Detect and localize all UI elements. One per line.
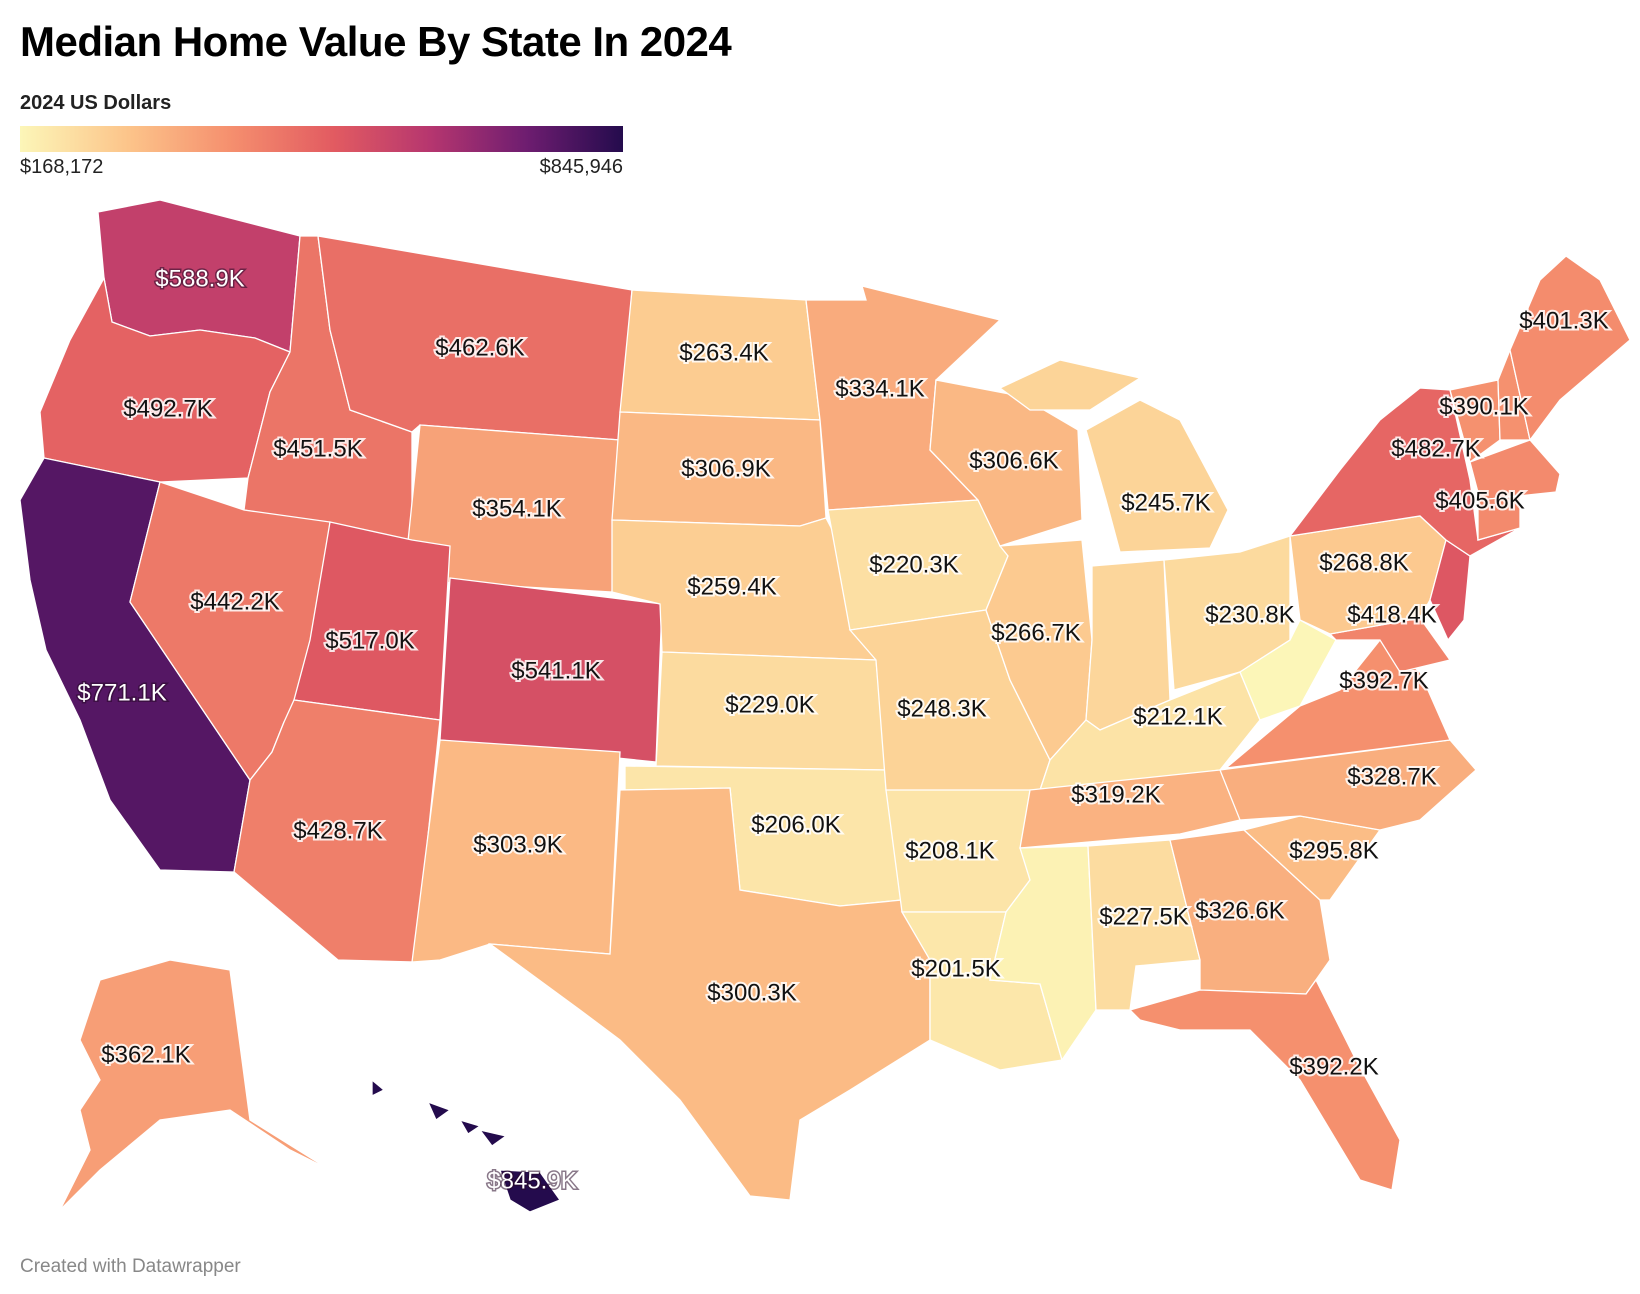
- state-value-label-nd: $263.4K: [679, 339, 768, 366]
- state-value-label-md: $418.4K: [1347, 601, 1436, 628]
- state-value-label-ia: $220.3K: [869, 551, 958, 578]
- state-value-label-ks: $229.0K: [725, 691, 814, 718]
- state-value-label-ok: $206.0K: [751, 811, 840, 838]
- state-value-label-me: $401.3K: [1519, 307, 1608, 334]
- legend-color-scale: [20, 126, 623, 152]
- state-ak[interactable]: [59, 959, 331, 1211]
- state-value-label-oh: $230.8K: [1205, 601, 1294, 628]
- legend-title: 2024 US Dollars: [20, 92, 172, 114]
- state-ma[interactable]: [1469, 439, 1561, 501]
- state-az[interactable]: [233, 699, 441, 963]
- state-value-label-ut: $517.0K: [325, 627, 414, 654]
- state-value-label-wa: $588.9K: [155, 265, 244, 292]
- state-value-label-ar: $208.1K: [905, 837, 994, 864]
- state-value-label-hi: $845.9K: [487, 1167, 576, 1194]
- legend-min-label: $168,172: [20, 156, 104, 178]
- state-value-label-vt: $390.1K: [1439, 393, 1528, 420]
- state-value-label-tn: $319.2K: [1071, 781, 1160, 808]
- state-value-label-wi: $306.6K: [969, 447, 1058, 474]
- state-value-label-or: $492.7K: [123, 395, 212, 422]
- state-sc[interactable]: [1242, 815, 1382, 901]
- state-ny[interactable]: [1288, 387, 1521, 557]
- state-value-label-ga: $326.6K: [1195, 897, 1284, 924]
- state-value-label-ca: $771.1K: [77, 679, 166, 706]
- state-value-label-az: $428.7K: [293, 817, 382, 844]
- state-value-label-nm: $303.9K: [473, 831, 562, 858]
- state-value-label-nv: $442.2K: [190, 588, 279, 615]
- state-mi[interactable]: [998, 359, 1229, 553]
- state-value-label-id: $451.5K: [273, 435, 362, 462]
- state-value-label-sd: $306.9K: [681, 455, 770, 482]
- state-value-label-mi: $245.7K: [1121, 489, 1210, 516]
- state-value-label-ky: $212.1K: [1133, 703, 1222, 730]
- state-value-label-al: $227.5K: [1099, 903, 1188, 930]
- state-value-label-nc: $328.7K: [1347, 763, 1436, 790]
- state-nc[interactable]: [1219, 739, 1477, 831]
- labels-layer: $588.9K $492.7K $771.1K $451.5K $442.2K $462.…: [76, 264, 1611, 1196]
- state-value-label-wy: $354.1K: [472, 495, 561, 522]
- state-value-label-tx: $300.3K: [707, 979, 796, 1006]
- state-ct[interactable]: [1477, 495, 1521, 541]
- state-value-label-co: $541.1K: [511, 657, 600, 684]
- state-value-label-va: $392.7K: [1339, 667, 1428, 694]
- page-title: Median Home Value By State In 2024: [20, 18, 732, 65]
- state-value-label-mn: $334.1K: [835, 375, 924, 402]
- state-fl[interactable]: [1128, 978, 1401, 1191]
- state-value-label-sc: $295.8K: [1289, 837, 1378, 864]
- state-me[interactable]: [1509, 255, 1631, 442]
- state-value-label-pa: $268.8K: [1319, 549, 1408, 576]
- state-value-label-mt: $462.6K: [435, 334, 524, 361]
- footer-credit: Created with Datawrapper: [20, 1256, 241, 1277]
- state-value-label-la: $201.5K: [911, 955, 1000, 982]
- legend-max-label: $845,946: [539, 156, 623, 178]
- state-value-label-ne: $259.4K: [687, 573, 776, 600]
- state-value-label-fl: $392.2K: [1289, 1053, 1378, 1080]
- state-value-label-ak: $362.1K: [101, 1041, 190, 1068]
- state-value-label-ny: $482.7K: [1391, 435, 1480, 462]
- state-tx[interactable]: [487, 787, 931, 1201]
- state-value-label-il: $266.7K: [991, 619, 1080, 646]
- state-value-label-mo: $248.3K: [897, 695, 986, 722]
- state-hi[interactable]: [371, 1078, 562, 1213]
- state-ky[interactable]: [1039, 671, 1261, 791]
- states-layer: [19, 199, 1631, 1213]
- state-value-label-ma: $405.6K: [1435, 487, 1524, 514]
